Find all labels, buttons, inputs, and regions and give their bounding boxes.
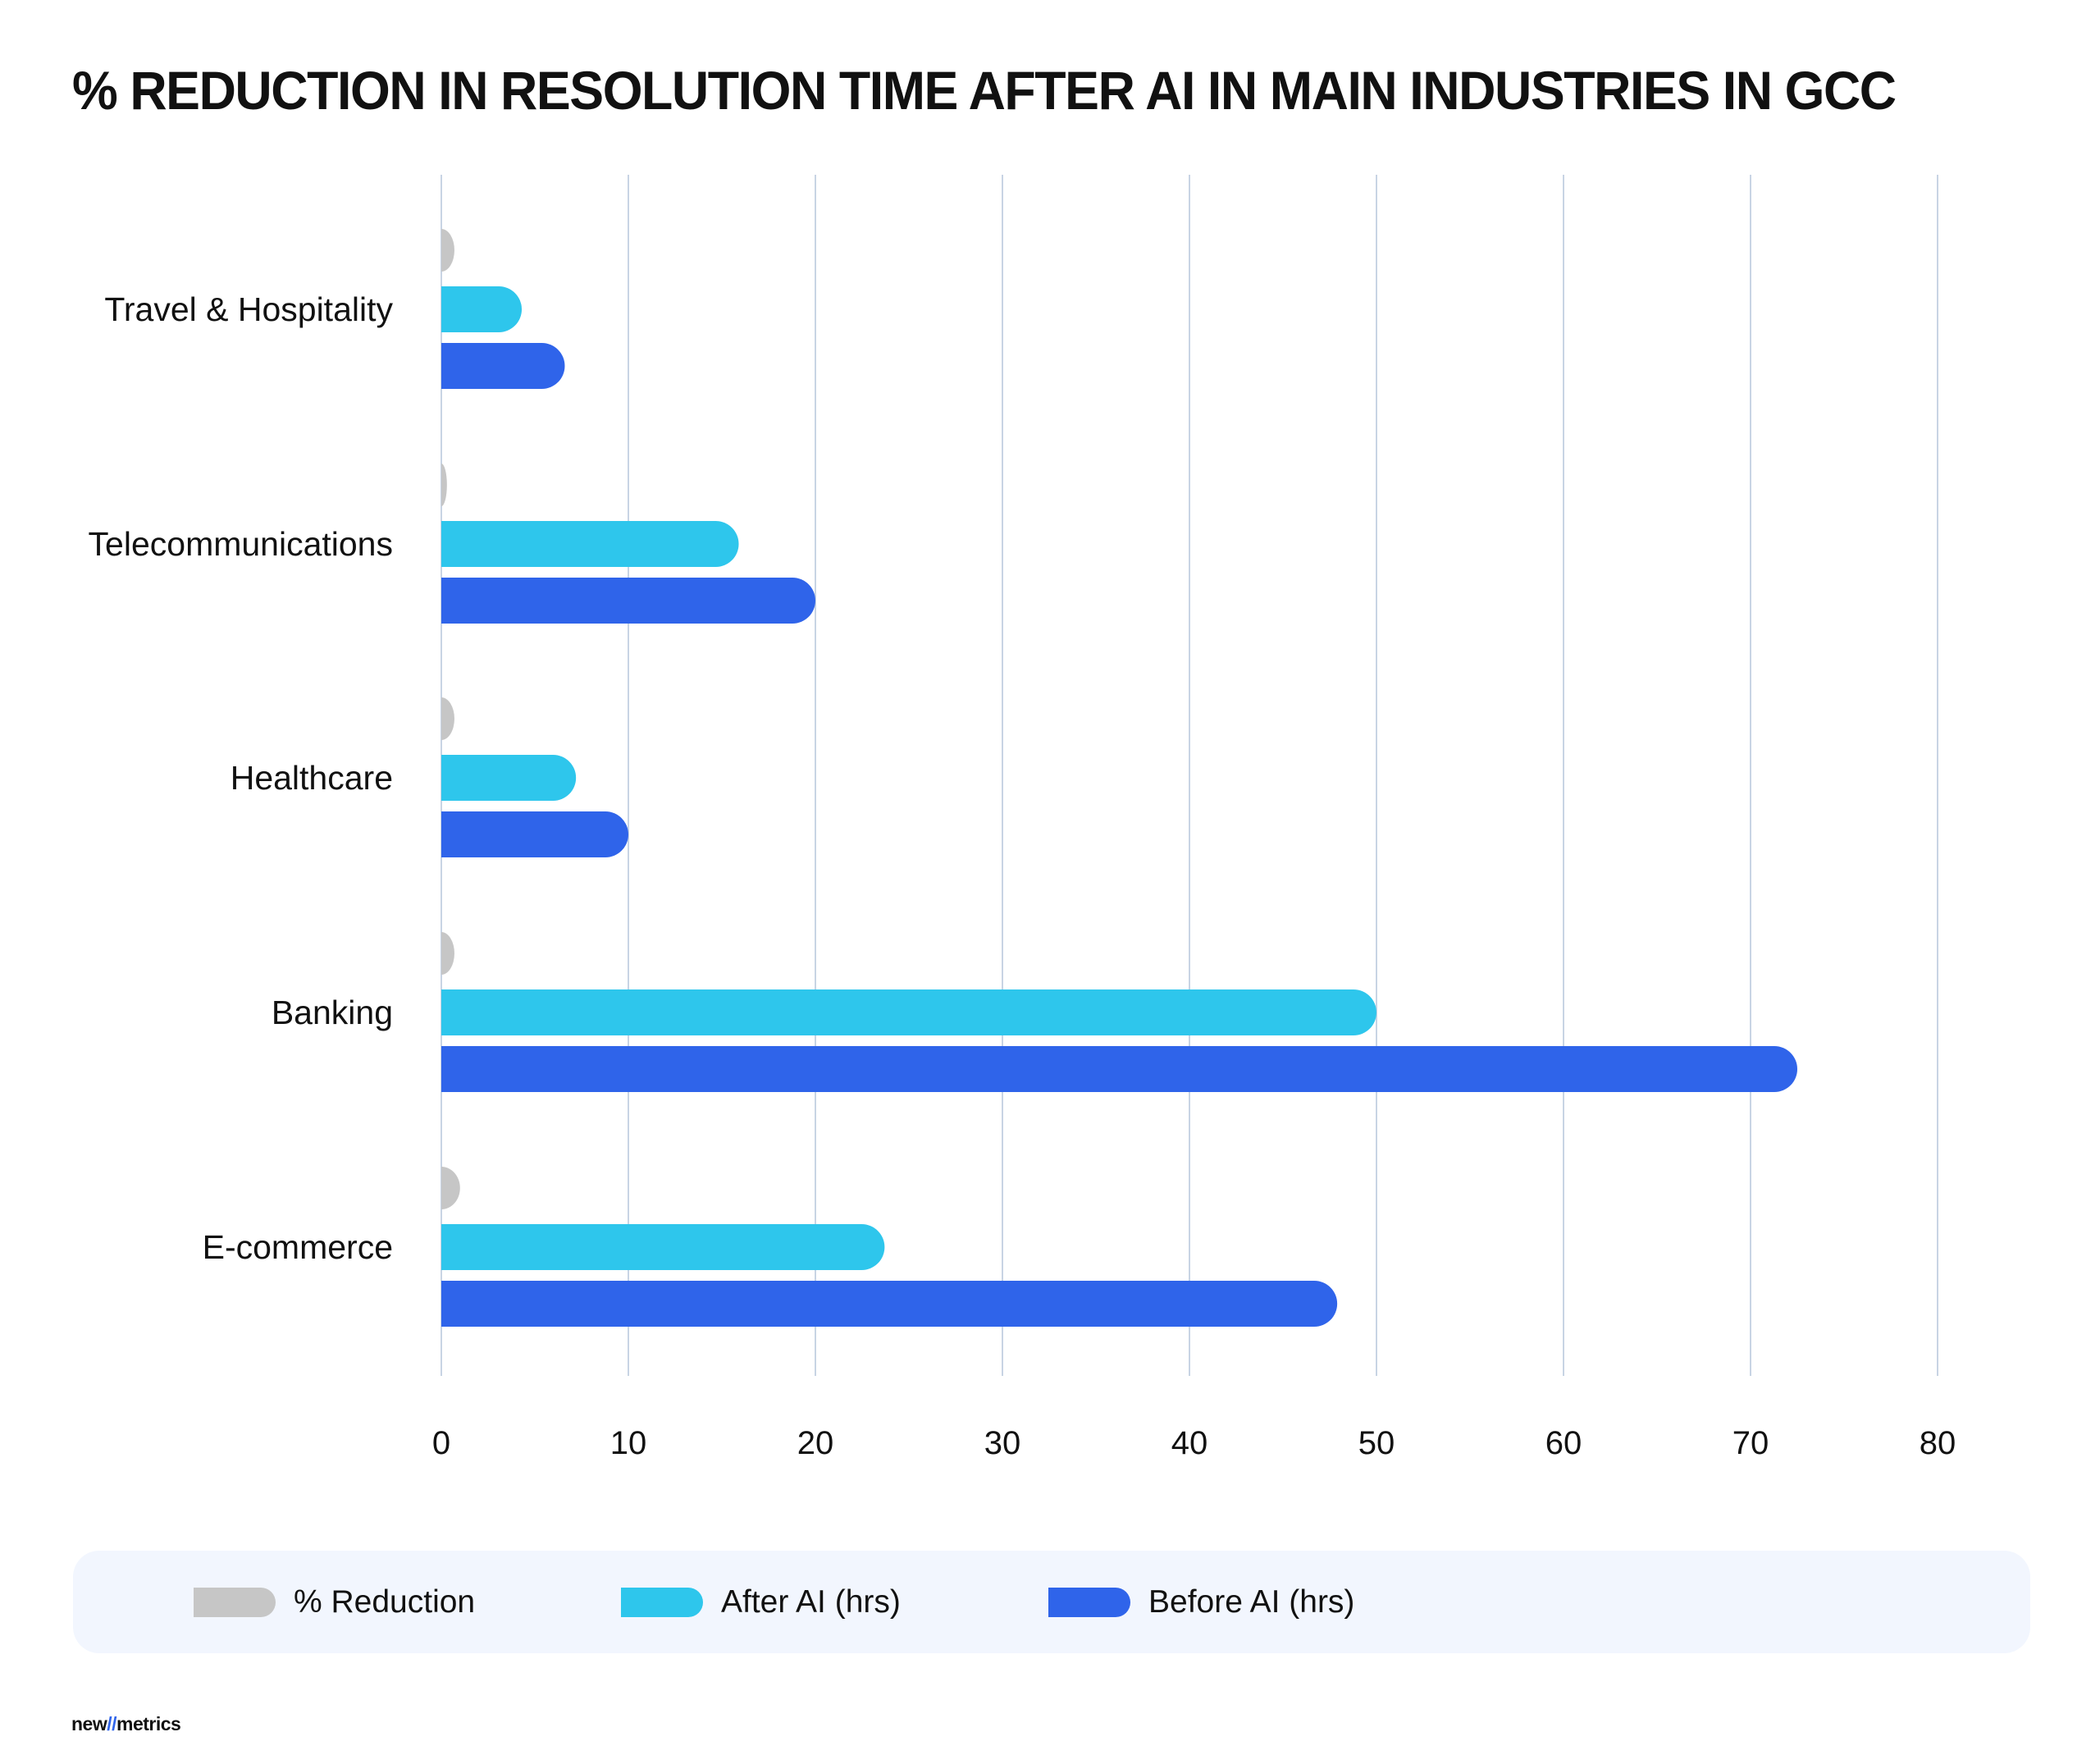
bar-after-ai-hrs [441, 521, 739, 567]
bar-before-ai-hrs [441, 343, 565, 389]
bar--reduction [441, 697, 454, 740]
legend-swatch-after-ai [621, 1587, 703, 1617]
category-label: Banking [272, 994, 393, 1031]
x-tick-label: 40 [1171, 1425, 1208, 1461]
category-labels: Travel & Hospitality Telecommunications He… [89, 290, 394, 1266]
x-tick-label: 50 [1358, 1425, 1395, 1461]
x-tick-label: 20 [797, 1425, 834, 1461]
bar--reduction [441, 932, 454, 975]
gridlines [441, 175, 1938, 1376]
bar-before-ai-hrs [441, 811, 628, 857]
bar-after-ai-hrs [441, 989, 1376, 1035]
x-tick-label: 60 [1545, 1425, 1582, 1461]
x-tick-label: 70 [1732, 1425, 1769, 1461]
bar-before-ai-hrs [441, 578, 815, 624]
bar-chart: Travel & Hospitality Telecommunications He… [89, 175, 1956, 1461]
x-tick-label: 80 [1920, 1425, 1956, 1461]
legend-swatch-reduction [194, 1587, 276, 1617]
x-tick-label: 30 [984, 1425, 1021, 1461]
bar-before-ai-hrs [441, 1046, 1797, 1092]
category-label: Healthcare [231, 759, 393, 797]
legend-label: % Reduction [294, 1583, 476, 1620]
legend: % Reduction After AI (hrs) Before AI (hr… [73, 1551, 2030, 1653]
logo-text: new [71, 1713, 107, 1734]
x-tick-label: 10 [610, 1425, 647, 1461]
x-tick-labels: 0 10 20 30 40 50 60 70 80 [432, 1425, 1956, 1461]
legend-label: After AI (hrs) [721, 1583, 901, 1620]
bar-before-ai-hrs [441, 1281, 1338, 1327]
bar--reduction [441, 464, 447, 506]
chart-title: % REDUCTION IN RESOLUTION TIME AFTER AI … [72, 60, 1897, 121]
x-tick-label: 0 [432, 1425, 450, 1461]
logo-text: metrics [116, 1713, 181, 1734]
legend-item-before-ai: Before AI (hrs) [1048, 1551, 1354, 1653]
bars [441, 229, 1797, 1327]
category-label: Travel & Hospitality [104, 290, 393, 328]
newmetrics-logo: new//metrics [71, 1713, 181, 1735]
legend-item-reduction: % Reduction [194, 1551, 475, 1653]
category-label: Telecommunications [89, 525, 393, 563]
bar-after-ai-hrs [441, 286, 523, 332]
legend-item-after-ai: After AI (hrs) [621, 1551, 901, 1653]
bar--reduction [441, 1167, 460, 1209]
legend-swatch-before-ai [1048, 1587, 1130, 1617]
logo-slash: // [107, 1713, 117, 1734]
bar-after-ai-hrs [441, 755, 577, 801]
legend-label: Before AI (hrs) [1148, 1583, 1355, 1620]
category-label: E-commerce [203, 1228, 393, 1266]
bar-after-ai-hrs [441, 1224, 885, 1270]
bar--reduction [441, 229, 454, 272]
